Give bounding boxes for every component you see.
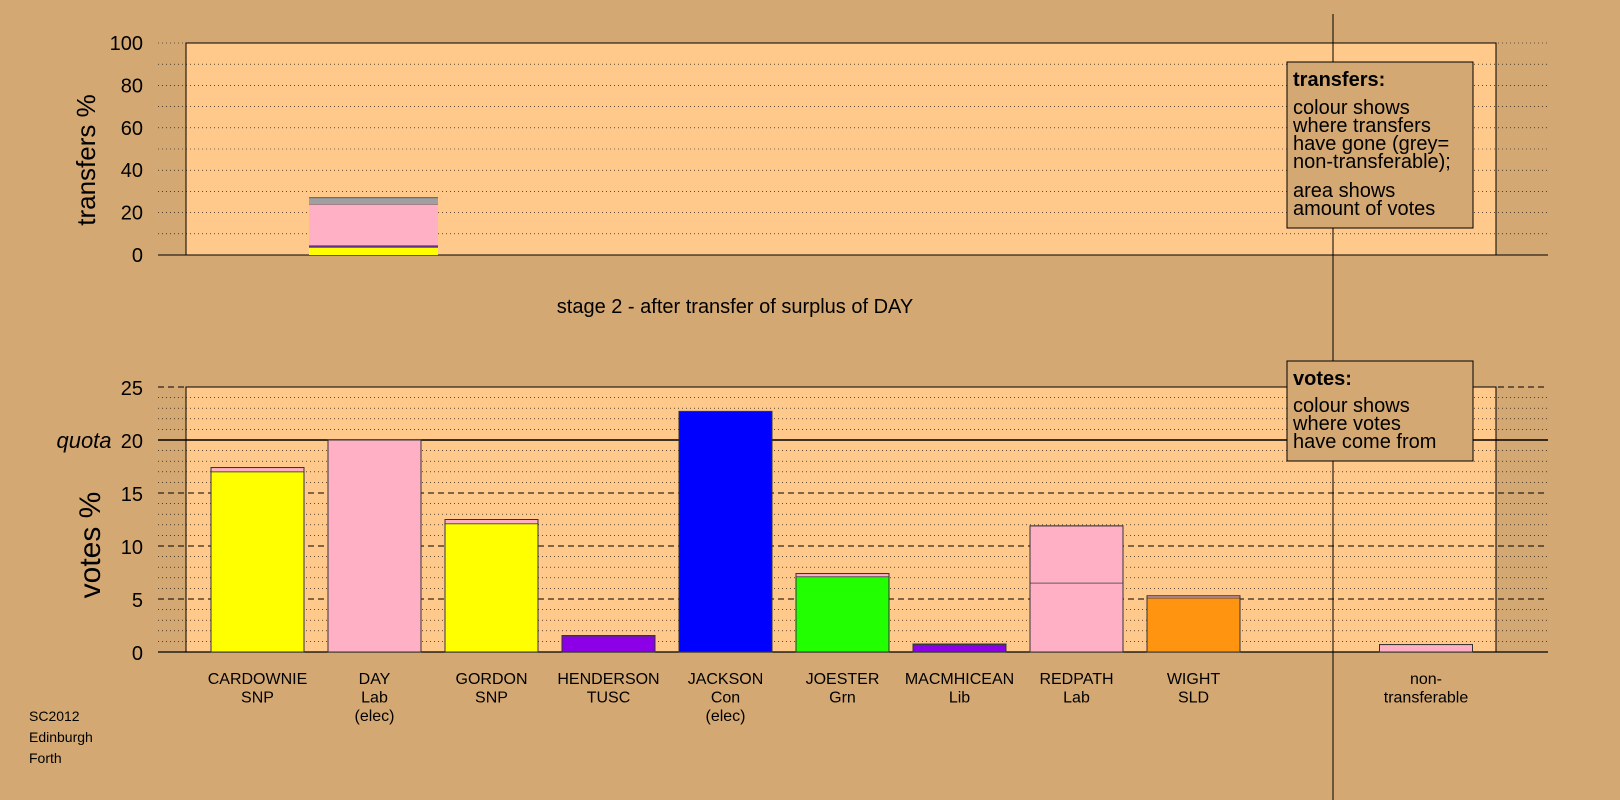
votes-tick-label: 5 bbox=[132, 590, 143, 612]
transfers-tick-label: 60 bbox=[121, 118, 143, 140]
vote-segment bbox=[912, 644, 1007, 653]
votes-legend-line: colour shows bbox=[1293, 395, 1410, 417]
transfers-axis-label: transfers % bbox=[71, 94, 101, 226]
candidate-bar-outline bbox=[912, 643, 1007, 653]
votes-legend-line: have come from bbox=[1293, 431, 1436, 453]
transfers-bars bbox=[309, 197, 438, 255]
footer-line: SC2012 bbox=[29, 708, 80, 724]
transfers-legend-line: where transfers bbox=[1292, 115, 1431, 137]
candidate-label-line: (elec) bbox=[705, 708, 745, 725]
candidate-label-line: JACKSON bbox=[688, 671, 764, 688]
transfers-legend-line: non-transferable); bbox=[1293, 151, 1451, 173]
candidate-label-line: REDPATH bbox=[1039, 671, 1113, 688]
votes-legend-title: votes: bbox=[1293, 368, 1352, 390]
candidate-bar-outline bbox=[1379, 644, 1473, 653]
vote-segment bbox=[327, 439, 422, 653]
transfer-segment bbox=[309, 204, 438, 246]
candidate-labels: CARDOWNIESNPDAYLab(elec)GORDONSNPHENDERS… bbox=[208, 671, 1469, 725]
candidate-label-line: Lab bbox=[1063, 690, 1090, 707]
candidate-bar-outline bbox=[1146, 595, 1241, 653]
candidate-label-line: WIGHT bbox=[1167, 671, 1221, 688]
candidate-label-line: CARDOWNIE bbox=[208, 671, 308, 688]
candidate-label-line: SNP bbox=[241, 690, 274, 707]
transfers-tick-labels: 0 20 40 60 80 100 bbox=[110, 33, 143, 267]
vote-segment bbox=[444, 523, 539, 653]
vote-segment bbox=[561, 635, 656, 653]
votes-bars bbox=[210, 410, 1473, 653]
transfers-legend-line: colour shows bbox=[1293, 97, 1410, 119]
transfers-legend-line: have gone (grey= bbox=[1293, 133, 1449, 155]
footer-line: Edinburgh bbox=[29, 729, 93, 745]
candidate-bar-outline bbox=[1029, 525, 1124, 653]
transfers-tick-label: 40 bbox=[121, 160, 143, 182]
candidate-bar-outline bbox=[795, 573, 890, 653]
candidate-label-line: non- bbox=[1410, 671, 1442, 688]
candidate-label-line: Con bbox=[711, 690, 740, 707]
vote-segment bbox=[210, 471, 305, 653]
candidate-label-line: JOESTER bbox=[806, 671, 880, 688]
votes-tick-label: 20 bbox=[121, 431, 143, 453]
vote-segment bbox=[444, 519, 539, 525]
votes-legend: votes: colour shows where votes have com… bbox=[1286, 360, 1474, 462]
transfers-tick-label: 100 bbox=[110, 33, 143, 55]
candidate-label-line: Grn bbox=[829, 690, 856, 707]
candidate-label-line: Lib bbox=[949, 690, 970, 707]
transfers-legend: transfers: colour shows where transfers … bbox=[1286, 61, 1474, 229]
candidate-bar-outline bbox=[327, 439, 422, 653]
transfer-segment bbox=[309, 245, 438, 247]
vote-segment bbox=[1029, 525, 1124, 584]
transfer-segment bbox=[309, 246, 438, 248]
candidate-bar-outline bbox=[678, 410, 773, 653]
candidate-bar-outline bbox=[210, 467, 305, 653]
candidate-label-line: GORDON bbox=[456, 671, 528, 688]
vote-segment bbox=[678, 410, 773, 653]
candidate-label-line: MACMHICEAN bbox=[905, 671, 1014, 688]
votes-tick-labels: 0 5 10 15 20 25 bbox=[121, 378, 143, 665]
votes-axis-label: votes % bbox=[74, 492, 107, 599]
transfers-legend-line: amount of votes bbox=[1293, 198, 1435, 220]
candidate-bar-outline bbox=[561, 635, 656, 653]
votes-legend-line: where votes bbox=[1292, 413, 1401, 435]
vote-segment bbox=[210, 467, 305, 473]
stage-label: stage 2 - after transfer of surplus of D… bbox=[557, 296, 913, 318]
transfers-tick-label: 20 bbox=[121, 203, 143, 225]
candidate-label-line: DAY bbox=[359, 671, 391, 688]
candidate-label-line: transferable bbox=[1384, 690, 1469, 707]
quota-label: quota bbox=[56, 428, 111, 453]
transfers-legend-line: area shows bbox=[1293, 180, 1395, 202]
vote-segment bbox=[1379, 644, 1473, 653]
votes-tick-label: 25 bbox=[121, 378, 143, 400]
candidate-label-line: HENDERSON bbox=[557, 671, 659, 688]
transfers-tick-label: 80 bbox=[121, 75, 143, 97]
votes-tick-label: 15 bbox=[121, 484, 143, 506]
candidate-label-line: SNP bbox=[475, 690, 508, 707]
transfers-legend-box bbox=[1286, 61, 1474, 229]
candidate-label-line: TUSC bbox=[587, 690, 631, 707]
transfer-segment bbox=[309, 247, 438, 255]
transfers-tick-label: 0 bbox=[132, 245, 143, 267]
vote-segment bbox=[1029, 582, 1124, 653]
votes-tick-label: 10 bbox=[121, 537, 143, 559]
votes-tick-label: 0 bbox=[132, 643, 143, 665]
candidate-label-line: Lab bbox=[361, 690, 388, 707]
vote-segment bbox=[1146, 597, 1241, 653]
transfers-legend-title: transfers: bbox=[1293, 69, 1385, 91]
candidate-bar-outline bbox=[444, 519, 539, 653]
candidate-label-line: (elec) bbox=[354, 708, 394, 725]
vote-segment bbox=[795, 576, 890, 653]
votes-legend-box bbox=[1286, 360, 1474, 462]
candidate-label-line: SLD bbox=[1178, 690, 1209, 707]
transfer-segment bbox=[309, 197, 438, 205]
footer-line: Forth bbox=[29, 750, 62, 766]
